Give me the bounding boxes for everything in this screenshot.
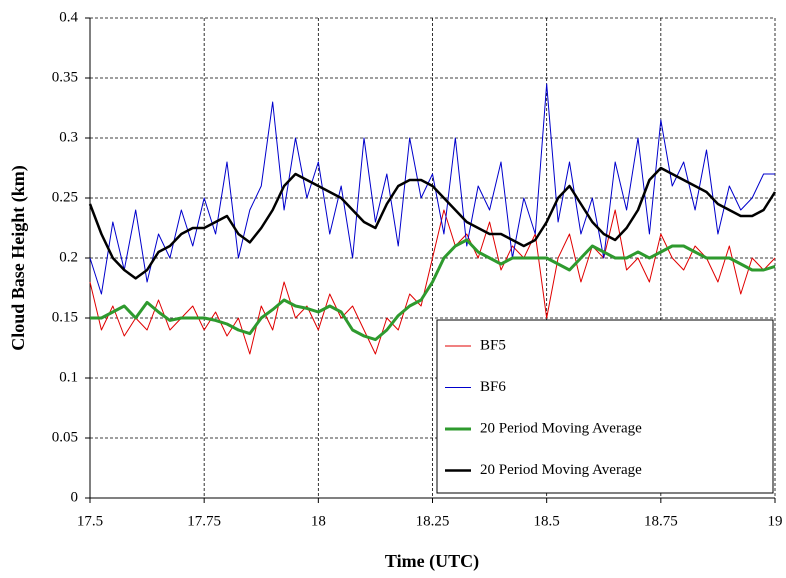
legend-label: 20 Period Moving Average <box>480 462 642 478</box>
legend-label: BF6 <box>480 379 506 395</box>
y-tick-label: 0.05 <box>52 429 78 445</box>
x-tick-label: 18.5 <box>534 513 560 529</box>
y-tick-label: 0.35 <box>52 69 78 85</box>
x-axis-title: Time (UTC) <box>385 551 479 572</box>
x-tick-label: 18.75 <box>644 513 678 529</box>
y-tick-label: 0.2 <box>59 249 78 265</box>
line-series <box>89 83 775 295</box>
legend-box <box>436 319 774 494</box>
y-tick-label: 0 <box>71 489 79 505</box>
y-axis-title: Cloud Base Height (km) <box>8 165 29 351</box>
x-tick-label: 17.5 <box>77 513 103 529</box>
y-tick-label: 0.4 <box>59 9 78 25</box>
x-tick-label: 18 <box>311 513 326 529</box>
x-tick-label: 17.75 <box>187 513 221 529</box>
line-series <box>88 166 777 280</box>
y-tick-label: 0.25 <box>52 189 78 205</box>
x-tick-label: 18.25 <box>416 513 450 529</box>
line-series <box>90 238 776 342</box>
y-tick-label: 0.3 <box>59 129 78 145</box>
line-series <box>89 209 776 355</box>
legend-label: BF5 <box>480 337 506 353</box>
legend-label: 20 Period Moving Average <box>480 420 642 436</box>
x-tick-label: 19 <box>768 513 783 529</box>
y-tick-label: 0.1 <box>59 369 78 385</box>
y-tick-label: 0.15 <box>52 309 78 325</box>
